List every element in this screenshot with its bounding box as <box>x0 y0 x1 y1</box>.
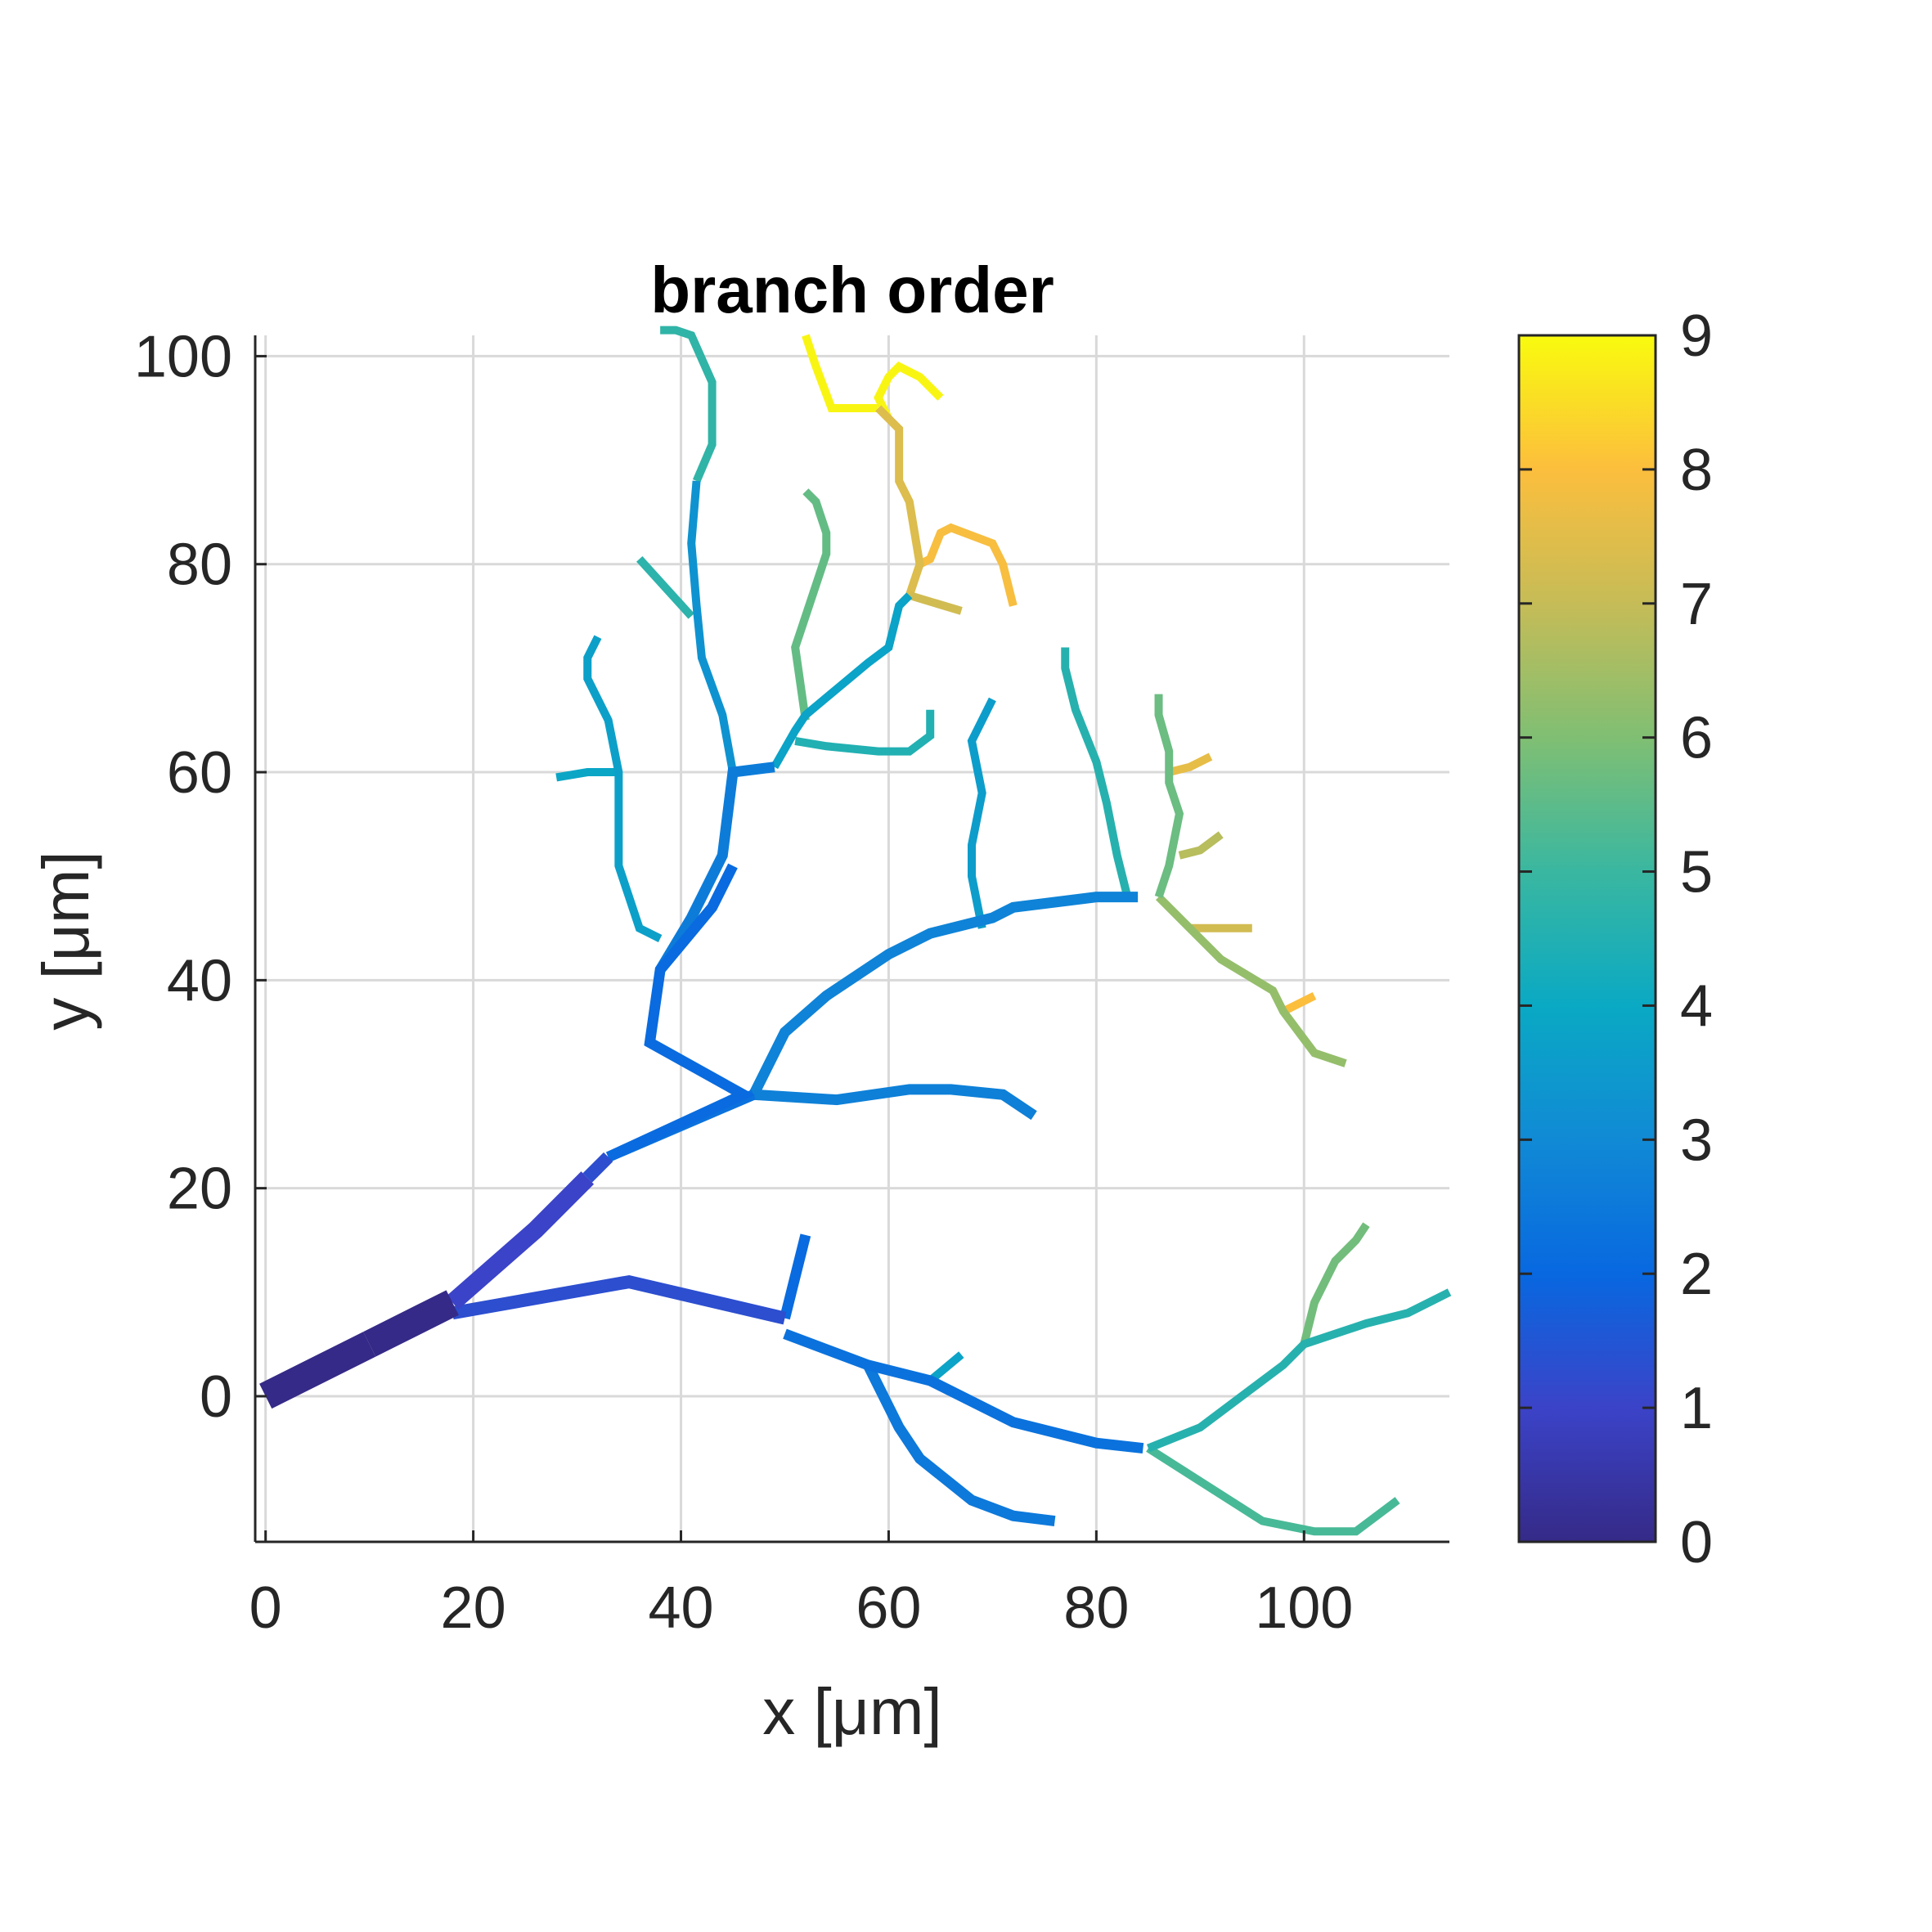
dendrite-segment <box>1154 694 1184 899</box>
y-tick-label: 40 <box>167 948 232 1013</box>
colorbar-tick-label: 2 <box>1680 1242 1713 1307</box>
x-tick-label: 20 <box>441 1575 506 1641</box>
colorbar-tick-label: 5 <box>1680 840 1713 905</box>
dendrite-segment <box>875 405 924 597</box>
dendrite-segment <box>1146 1445 1400 1536</box>
dendrite-segment <box>967 697 996 929</box>
dendrite-segment <box>1061 647 1132 898</box>
x-tick-label: 40 <box>648 1575 713 1641</box>
dendrite-segment <box>1146 1288 1452 1453</box>
dendrite-segment <box>1155 894 1347 1067</box>
dendrite-segment <box>687 480 737 773</box>
colorbar-tick-label: 4 <box>1680 973 1713 1039</box>
dendrite-segment <box>771 592 913 770</box>
x-tick-label: 60 <box>856 1575 921 1641</box>
dendrite-segment <box>655 762 775 973</box>
x-axis-label: x [μm] <box>762 1675 941 1748</box>
colorbar-tick-label: 0 <box>1680 1510 1713 1575</box>
dendrite-segment <box>794 709 935 756</box>
dendrite-segment <box>1168 753 1213 776</box>
dendrite-segment <box>874 362 944 420</box>
colorbar-tick-label: 9 <box>1680 303 1713 369</box>
x-tick-labels: 0 20 40 60 80 100 <box>249 1575 1354 1641</box>
dendrite-segment <box>446 1171 595 1310</box>
dendrite-segment <box>660 326 717 483</box>
x-tick-label: 80 <box>1063 1575 1129 1641</box>
dendrite-segments <box>259 326 1452 1536</box>
dendrite-segment <box>636 556 694 619</box>
x-tick-label: 100 <box>1255 1575 1353 1641</box>
colorbar-tick-label: 1 <box>1680 1376 1713 1441</box>
y-tick-label: 100 <box>134 324 232 389</box>
dendrite-segment <box>1300 1222 1370 1346</box>
chart-title: branch order <box>650 254 1054 326</box>
y-tick-label: 20 <box>167 1157 232 1222</box>
colorbar-ticks: 0 1 2 3 4 5 6 7 8 9 <box>1519 303 1713 1575</box>
y-tick-labels: 0 20 40 60 80 100 <box>134 324 232 1430</box>
dendrite-segment <box>918 523 1018 607</box>
dendrite-segment <box>1178 831 1224 860</box>
dendrite-segment <box>928 1351 964 1384</box>
dendrite-segment <box>791 488 831 721</box>
dendrite-segment <box>863 1362 1056 1527</box>
dendrite-segment <box>1281 991 1317 1015</box>
dendrite-segment <box>555 768 619 782</box>
dendrite-segment <box>753 1084 1037 1121</box>
dendrite-segment <box>582 1152 613 1183</box>
y-tick-label: 60 <box>167 740 232 806</box>
colorbar <box>1517 334 1657 1543</box>
colorbar-tick-label: 3 <box>1680 1108 1713 1173</box>
dendrite-segment <box>908 591 963 615</box>
x-tick-label: 0 <box>249 1575 282 1641</box>
dendrite-segment <box>780 1233 811 1320</box>
y-axis-label: y [μm] <box>29 851 102 1030</box>
y-tick-label: 80 <box>167 532 232 598</box>
axes <box>254 335 1449 1543</box>
dendrite-segment <box>451 1274 787 1325</box>
colorbar-tick-label: 7 <box>1680 572 1713 637</box>
colorbar-tick-label: 8 <box>1680 438 1713 503</box>
dendrite-segment <box>783 1328 1144 1454</box>
colorbar-tick-label: 6 <box>1680 706 1713 771</box>
dendrite-segment <box>605 863 756 1162</box>
dendrite-segment <box>363 1290 459 1357</box>
dendrite-segment <box>583 635 663 942</box>
dendrite-segment <box>748 892 1139 1098</box>
dendrite-segment <box>259 1332 376 1409</box>
y-tick-label: 0 <box>200 1364 232 1430</box>
dendrite-segment <box>802 334 878 413</box>
